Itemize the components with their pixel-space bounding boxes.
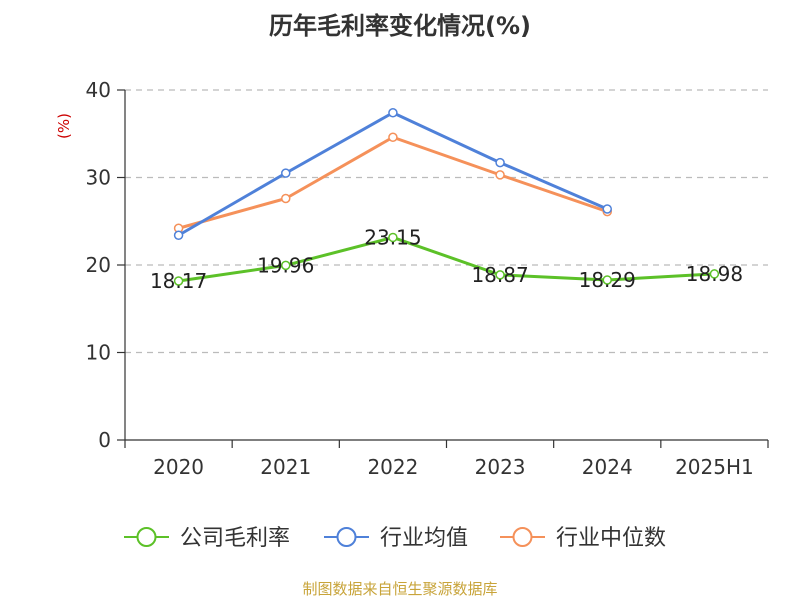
- data-point: [388, 108, 398, 118]
- data-point: [602, 275, 612, 285]
- legend-marker: [512, 527, 533, 547]
- data-labels: 18.17 19.96 23.15 18.87 18.29 18.98: [150, 225, 743, 293]
- legend-label: 行业中位数: [556, 526, 666, 551]
- x-tick-label: 2022: [367, 455, 418, 479]
- legend-label: 行业均值: [380, 526, 468, 551]
- y-tick-label: 20: [86, 253, 111, 277]
- data-label: 23.15: [364, 225, 421, 249]
- data-point: [495, 157, 505, 168]
- data-point: [281, 260, 291, 271]
- y-tick-label: 40: [86, 78, 111, 102]
- axes: 0 10 20 30 40 2020 2021 2022 2023 2024 2025H1 (%): [55, 78, 769, 479]
- data-label: 18.87: [471, 263, 528, 287]
- gridlines: [125, 89, 768, 354]
- x-tick-label: 2023: [475, 455, 526, 479]
- series-line: [177, 111, 608, 237]
- data-label: 19.96: [257, 253, 314, 277]
- legend-label: 公司毛利率: [180, 526, 290, 551]
- series-line: [178, 235, 715, 283]
- data-point: [388, 132, 398, 142]
- chart-title: 历年毛利率变化情况(%): [269, 12, 531, 40]
- series-lines: [173, 108, 720, 286]
- legend-marker: [336, 527, 357, 547]
- y-tick-label: 30: [86, 166, 111, 190]
- data-point: [495, 170, 505, 180]
- x-tick-label: 2021: [260, 455, 311, 479]
- x-tick-label: 2025H1: [675, 455, 754, 479]
- y-tick-label: 10: [86, 341, 111, 365]
- legend: 公司毛利率 行业均值 行业中位数: [124, 526, 666, 551]
- y-axis-label: (%): [55, 113, 73, 139]
- data-point: [281, 168, 291, 178]
- data-label: 18.29: [579, 268, 636, 292]
- data-label: 18.98: [686, 262, 743, 286]
- y-tick-label: 0: [98, 428, 111, 452]
- x-tick-label: 2020: [153, 455, 204, 479]
- data-point: [281, 193, 291, 204]
- data-point: [173, 276, 184, 286]
- data-label: 18.17: [150, 269, 207, 293]
- data-source: 制图数据来自恒生聚源数据库: [302, 580, 498, 598]
- data-point: [173, 230, 184, 240]
- data-point: [602, 204, 612, 214]
- x-tick-label: 2024: [582, 455, 633, 479]
- legend-marker: [136, 527, 157, 547]
- data-point: [709, 269, 720, 279]
- data-point: [495, 270, 505, 280]
- data-point: [388, 232, 398, 243]
